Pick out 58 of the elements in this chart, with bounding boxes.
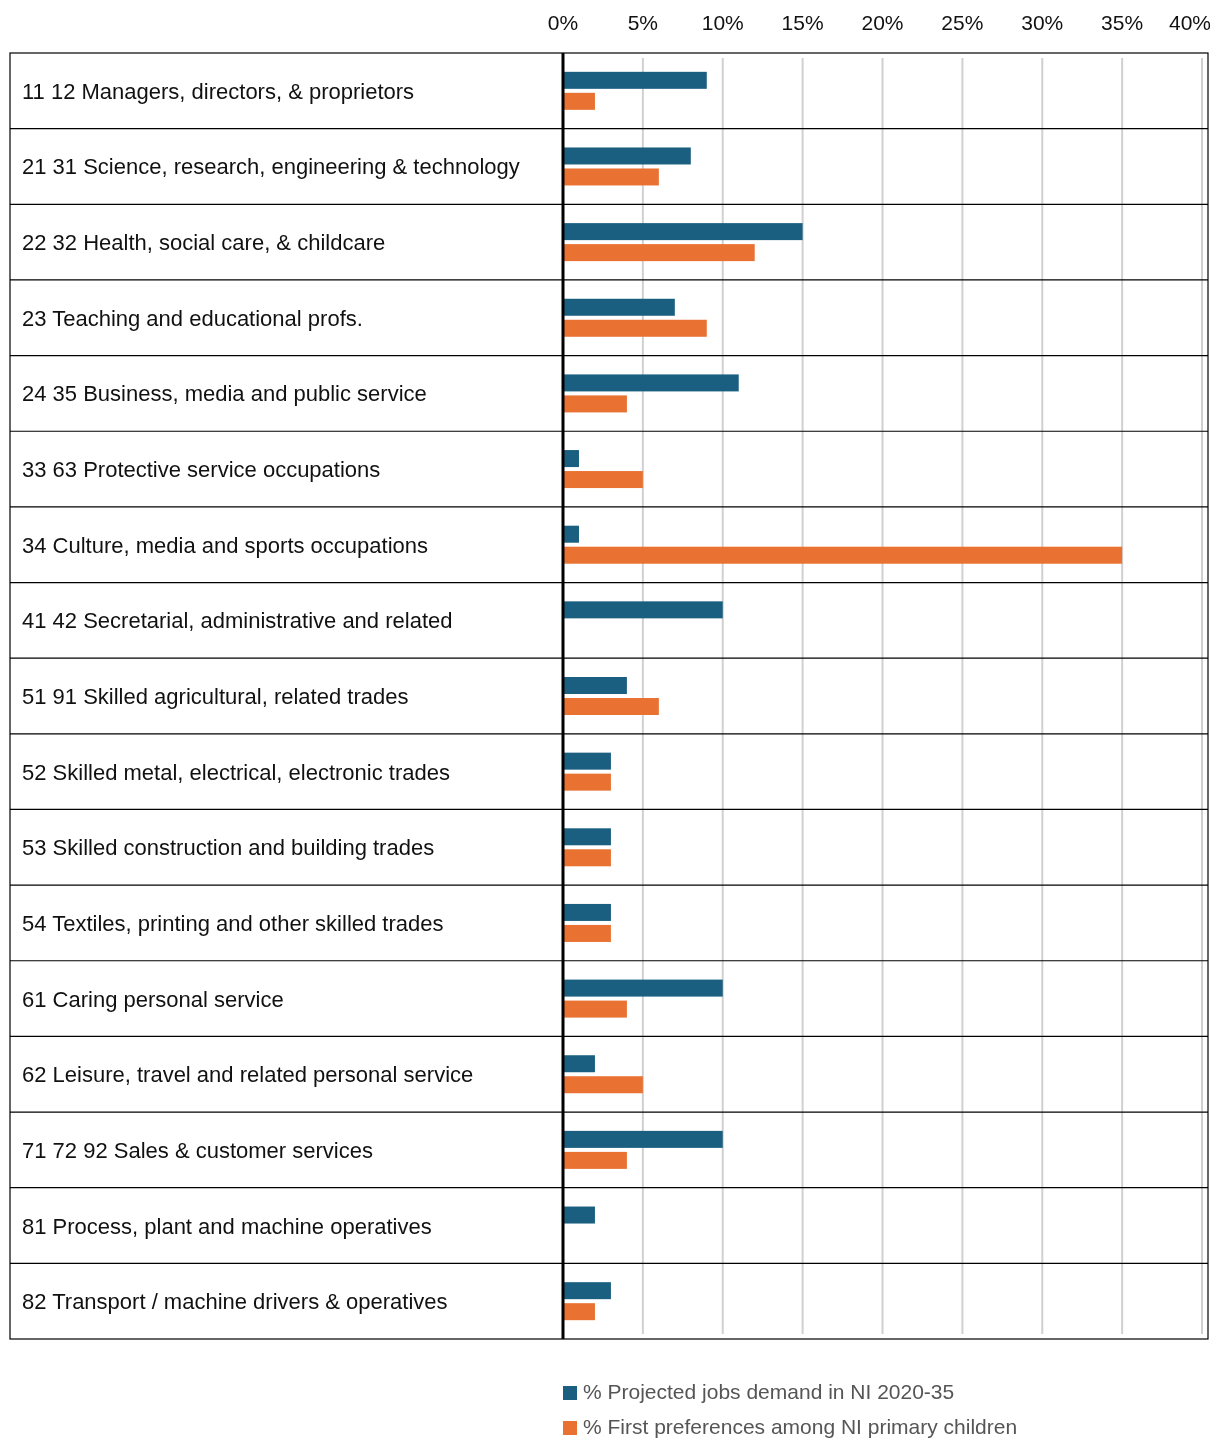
y-tick-label: 22 32 Health, social care, & childcare bbox=[22, 230, 386, 256]
bar bbox=[563, 924, 611, 942]
y-tick-label: 62 Leisure, travel and related personal service bbox=[22, 1062, 474, 1088]
bar bbox=[563, 1282, 611, 1300]
bar bbox=[563, 828, 611, 846]
bar bbox=[563, 752, 611, 770]
y-tick-label: 71 72 92 Sales & customer services bbox=[22, 1137, 373, 1163]
x-tick-label: 25% bbox=[941, 11, 984, 34]
bar bbox=[563, 1000, 627, 1018]
y-tick-label: 82 Transport / machine drivers & operatives bbox=[22, 1289, 448, 1315]
y-tick-label: 24 35 Business, media and public service bbox=[22, 381, 427, 407]
bar bbox=[563, 374, 739, 392]
y-tick-label: 52 Skilled metal, electrical, electronic trades bbox=[22, 759, 450, 785]
x-tick-label: 40% bbox=[1168, 11, 1212, 34]
x-tick-label: 15% bbox=[781, 11, 824, 34]
bar bbox=[563, 677, 627, 694]
bar bbox=[563, 168, 659, 186]
y-tick-label: 61 Caring personal service bbox=[22, 986, 284, 1012]
y-tick-label: 11 12 Managers, directors, & proprietors bbox=[22, 78, 415, 104]
bar bbox=[563, 546, 1123, 564]
bar bbox=[563, 1206, 595, 1224]
y-tick-label: 33 63 Protective service occupations bbox=[22, 457, 381, 483]
bar bbox=[563, 903, 611, 921]
x-tick-label: 35% bbox=[1101, 11, 1144, 34]
x-tick-label: 5% bbox=[627, 11, 659, 34]
bar bbox=[563, 1151, 627, 1169]
bar bbox=[563, 298, 675, 316]
bar bbox=[563, 395, 627, 413]
bar bbox=[563, 849, 611, 867]
y-tick-label: 53 Skilled construction and building trades bbox=[22, 835, 435, 861]
bar bbox=[563, 698, 659, 715]
bar bbox=[563, 1055, 595, 1073]
bar bbox=[563, 1130, 723, 1148]
bar bbox=[563, 773, 611, 791]
y-tick-label: 34 Culture, media and sports occupations bbox=[22, 532, 429, 558]
x-tick-label: 20% bbox=[861, 11, 904, 34]
y-tick-label: 21 31 Science, research, engineering & technology bbox=[22, 154, 520, 180]
legend-label: % Projected jobs demand in NI 2020-35 bbox=[583, 1380, 955, 1403]
y-tick-label: 54 Textiles, printing and other skilled trades bbox=[22, 910, 444, 936]
bar bbox=[563, 71, 707, 89]
y-tick-label: 23 Teaching and educational profs. bbox=[22, 305, 363, 331]
bar bbox=[563, 147, 691, 165]
bar bbox=[563, 1076, 643, 1094]
bar bbox=[563, 244, 755, 262]
bar bbox=[563, 601, 723, 619]
y-tick-label: 41 42 Secretarial, administrative and related bbox=[22, 608, 453, 634]
bar bbox=[563, 471, 643, 489]
x-tick-label: 10% bbox=[701, 11, 744, 34]
bar bbox=[563, 319, 707, 337]
bar bbox=[563, 223, 803, 241]
bar bbox=[563, 1303, 595, 1321]
x-tick-label: 30% bbox=[1021, 11, 1064, 34]
x-tick-label: 0% bbox=[547, 11, 579, 34]
bar bbox=[563, 92, 595, 110]
y-tick-label: 51 91 Skilled agricultural, related trades bbox=[22, 684, 409, 709]
legend-label: % First preferences among NI primary children bbox=[583, 1415, 1018, 1438]
y-tick-label: 81 Process, plant and machine operatives bbox=[22, 1213, 432, 1239]
bar bbox=[563, 979, 723, 997]
